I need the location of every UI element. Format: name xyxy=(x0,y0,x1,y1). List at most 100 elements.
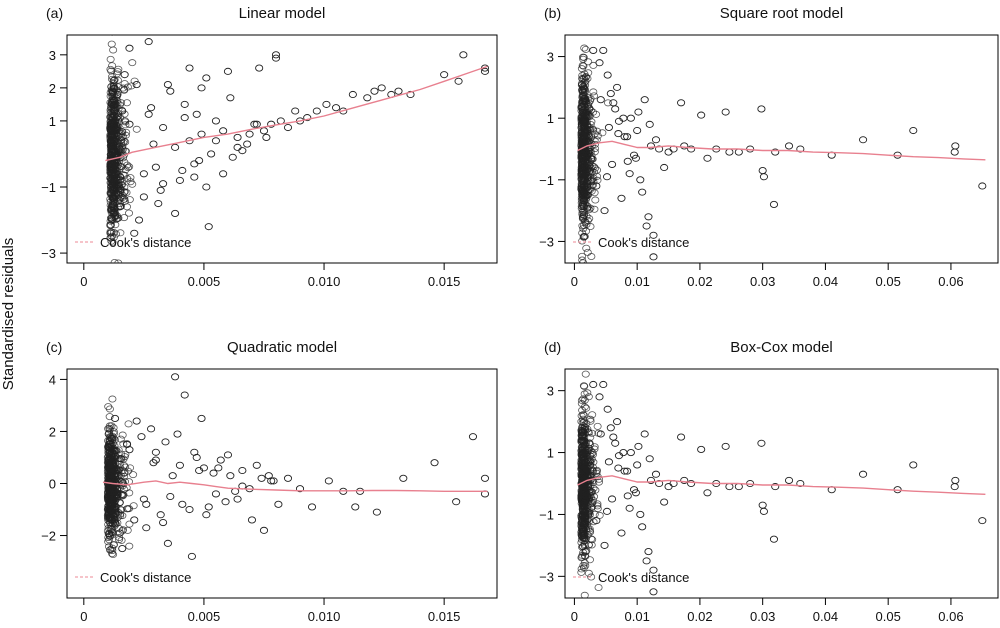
data-point xyxy=(594,583,603,591)
x-tick-label: 0.06 xyxy=(938,609,963,624)
data-point xyxy=(106,121,115,129)
data-point xyxy=(108,550,117,558)
data-point xyxy=(223,67,232,75)
data-point xyxy=(130,229,139,237)
data-point xyxy=(107,232,116,240)
data-point xyxy=(680,476,689,484)
data-point xyxy=(577,568,586,576)
data-point xyxy=(578,427,587,435)
data-point xyxy=(645,455,654,463)
data-point xyxy=(591,486,600,494)
panel-label: (c) xyxy=(46,339,62,355)
data-point xyxy=(578,252,587,260)
data-point xyxy=(721,108,730,116)
smooth-line xyxy=(577,140,986,161)
data-point xyxy=(581,96,590,104)
data-point xyxy=(626,449,635,457)
data-point xyxy=(348,90,357,99)
data-point xyxy=(687,145,696,153)
data-point xyxy=(578,432,587,440)
data-point xyxy=(109,77,118,85)
data-point xyxy=(578,229,587,237)
data-point xyxy=(642,557,651,565)
data-point xyxy=(578,453,587,461)
data-point xyxy=(113,68,122,76)
x-tick-label: 0.04 xyxy=(813,274,838,289)
data-point xyxy=(579,138,588,146)
data-point xyxy=(579,62,588,70)
x-tick-label: 0.02 xyxy=(687,274,712,289)
data-point xyxy=(149,459,158,467)
y-tick-label: 2 xyxy=(49,424,56,439)
data-point xyxy=(638,188,647,196)
data-point xyxy=(454,77,463,85)
data-point xyxy=(590,205,599,213)
data-point xyxy=(180,114,189,122)
data-point xyxy=(585,206,594,214)
data-point xyxy=(577,565,586,573)
data-point xyxy=(108,96,117,104)
data-point xyxy=(163,539,172,547)
data-point xyxy=(588,155,597,163)
data-point xyxy=(147,104,156,112)
data-point xyxy=(585,439,594,447)
data-point xyxy=(211,490,220,498)
data-point xyxy=(113,214,122,222)
data-point xyxy=(909,461,918,469)
data-point xyxy=(121,121,130,129)
data-point xyxy=(259,127,269,135)
data-point xyxy=(578,106,587,114)
data-point xyxy=(110,258,119,263)
data-point xyxy=(370,87,379,95)
data-point xyxy=(166,492,175,501)
data-point xyxy=(108,113,117,121)
data-point xyxy=(651,470,661,478)
data-point xyxy=(580,221,589,229)
y-tick-label: −1 xyxy=(539,173,554,188)
data-point xyxy=(600,207,609,215)
data-point xyxy=(163,81,172,89)
data-point xyxy=(209,469,218,477)
data-point xyxy=(613,418,622,426)
data-point xyxy=(703,489,712,497)
data-point xyxy=(578,113,587,121)
data-point xyxy=(124,420,133,428)
data-point xyxy=(151,163,160,171)
data-point xyxy=(579,411,588,419)
data-point xyxy=(135,216,144,224)
data-point xyxy=(103,491,112,499)
data-point xyxy=(114,259,123,263)
data-point xyxy=(109,264,116,270)
data-point xyxy=(115,529,124,537)
data-point xyxy=(195,466,204,475)
data-point xyxy=(363,94,372,102)
data-point xyxy=(192,110,201,118)
data-point xyxy=(291,107,300,115)
data-point xyxy=(118,545,127,553)
data-point xyxy=(758,167,767,175)
data-point xyxy=(581,548,590,556)
data-point xyxy=(631,489,640,497)
data-point xyxy=(596,430,605,438)
data-point xyxy=(578,419,587,427)
y-tick-label: 1 xyxy=(547,446,554,461)
data-point xyxy=(262,133,271,141)
data-point xyxy=(633,461,642,469)
panel-label: (a) xyxy=(46,5,63,21)
data-point xyxy=(116,229,125,237)
data-point xyxy=(274,500,283,508)
data-point xyxy=(243,140,252,148)
data-point xyxy=(117,536,126,544)
data-point xyxy=(634,108,643,116)
data-point xyxy=(579,95,588,103)
y-tick-label: −3 xyxy=(41,246,56,261)
data-point xyxy=(144,38,153,46)
data-point xyxy=(226,472,235,480)
data-point xyxy=(581,149,590,157)
data-point xyxy=(119,139,128,147)
data-point xyxy=(295,485,305,493)
data-point xyxy=(859,470,868,478)
data-point xyxy=(106,229,115,237)
data-point xyxy=(110,101,119,109)
data-point xyxy=(859,136,868,144)
